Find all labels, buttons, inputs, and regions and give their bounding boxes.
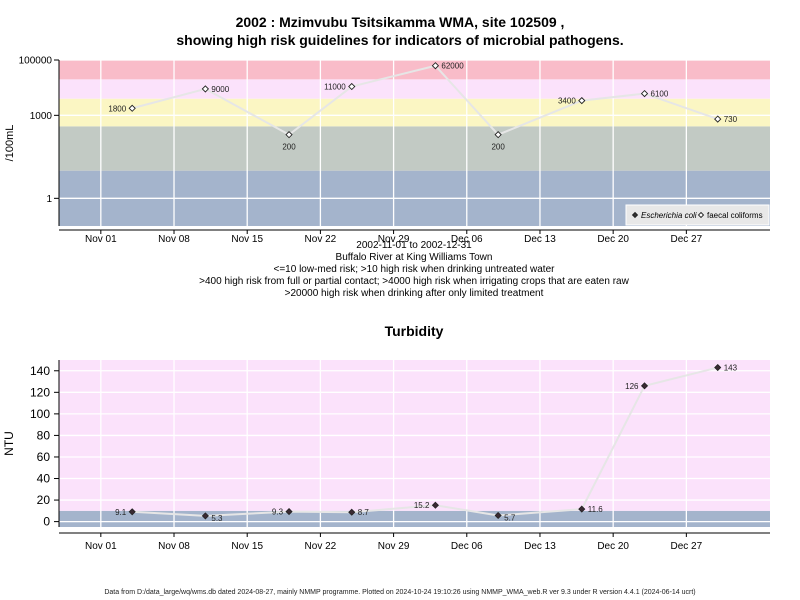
data-point-0	[128, 104, 136, 112]
x-tick-label-3: Nov 22	[305, 541, 337, 552]
y-axis-label: /100mL	[4, 125, 16, 162]
data-label-0: 9.1	[115, 508, 127, 517]
y-tick-label-1: 20	[37, 493, 51, 507]
caption-guideline-2: >400 high risk from full or partial cont…	[199, 276, 629, 287]
data-point-6	[578, 505, 586, 513]
y-tick-label-1: 1000	[30, 111, 53, 122]
data-label-5: 5.7	[504, 513, 516, 522]
y-tick-label-0: 1	[46, 194, 52, 205]
y-axis-label: NTU	[2, 431, 16, 456]
data-label-1: 9000	[211, 85, 229, 94]
x-tick-label-2: Nov 15	[231, 234, 263, 245]
y-tick-label-6: 120	[30, 385, 50, 399]
x-tick-label-8: Dec 27	[671, 541, 703, 552]
footer-note: Data from D:/data_large/wq/wms.db dated …	[104, 589, 696, 596]
data-point-7	[640, 89, 649, 98]
data-label-6: 3400	[558, 97, 576, 106]
data-point-6	[578, 96, 586, 105]
x-tick-label-0: Nov 01	[85, 541, 117, 552]
legend-label-e-coli: Escherichia coli	[641, 211, 697, 220]
data-label-8: 730	[724, 115, 738, 124]
risk-band-1	[59, 126, 770, 171]
chart-title-line2: showing high risk guidelines for indicat…	[176, 32, 624, 48]
data-label-4: 62000	[441, 62, 464, 71]
data-point-3	[348, 508, 356, 516]
data-point-5	[494, 511, 502, 520]
chart-title-line1: 2002 : Mzimvubu Tsitsikamma WMA, site 10…	[235, 14, 565, 30]
data-point-2	[285, 508, 293, 516]
y-tick-label-2: 100000	[19, 56, 53, 67]
data-label-5: 200	[491, 143, 505, 152]
turbidity-title: Turbidity	[384, 323, 444, 339]
data-point-8	[714, 363, 722, 372]
data-label-6: 11.6	[588, 505, 604, 514]
data-point-7	[640, 382, 649, 390]
data-point-4	[431, 62, 440, 70]
x-tick-label-7: Dec 20	[597, 234, 629, 245]
x-tick-label-8: Dec 27	[671, 234, 703, 245]
data-point-1	[201, 85, 210, 93]
data-point-2	[285, 131, 293, 139]
data-label-4: 15.2	[414, 501, 430, 510]
risk-band-4	[59, 60, 770, 80]
y-tick-label-4: 80	[37, 428, 51, 442]
data-label-2: 200	[282, 143, 296, 152]
x-tick-label-1: Nov 08	[158, 234, 190, 245]
turbidity-plot: 0 20 40 60 80 100 120 140 Nov 01 Nov 08 Nov 15 Nov …	[2, 360, 770, 552]
x-tick-label-7: Dec 20	[597, 541, 629, 552]
y-tick-label-2: 40	[37, 472, 51, 486]
legend-marker-e-coli	[631, 211, 639, 219]
data-point-4	[431, 501, 439, 509]
x-tick-label-6: Dec 13	[524, 234, 556, 245]
risk-band-3	[59, 79, 770, 99]
x-tick-label-0: Nov 01	[85, 234, 117, 245]
data-point-8	[714, 115, 722, 123]
x-tick-label-4: Nov 29	[378, 541, 410, 552]
caption-site-name: Buffalo River at King Williams Town	[335, 252, 493, 263]
data-label-3: 11000	[324, 83, 346, 92]
x-tick-label-2: Nov 15	[231, 541, 263, 552]
x-tick-label-3: Nov 22	[305, 234, 337, 245]
data-point-3	[348, 82, 356, 91]
data-label-7: 6100	[651, 90, 669, 99]
risk-band-2	[59, 98, 770, 127]
data-label-0: 1800	[108, 104, 126, 113]
y-tick-label-5: 100	[30, 407, 50, 421]
data-label-7: 126	[625, 382, 639, 391]
legend-label-faecal-coliforms: faecal coliforms	[707, 211, 763, 220]
y-tick-label-7: 140	[30, 364, 50, 378]
y-tick-label-3: 60	[37, 450, 51, 464]
x-tick-label-1: Nov 08	[158, 541, 190, 552]
data-label-1: 5.3	[211, 514, 223, 523]
data-point-5	[494, 131, 502, 139]
caption-guideline-3: >20000 high risk when drinking after onl…	[284, 288, 544, 299]
caption-guideline-1: <=10 low-med risk; >10 high risk when dr…	[273, 264, 555, 275]
x-tick-label-6: Dec 13	[524, 541, 556, 552]
legend-marker-faecal-coliforms	[697, 211, 705, 219]
data-label-2: 9.3	[272, 508, 284, 517]
x-tick-label-4: Nov 29	[378, 234, 410, 245]
data-point-1	[201, 512, 209, 520]
caption-date-range: 2002-11-01 to 2002-12-31	[356, 240, 472, 251]
x-tick-label-5: Dec 06	[451, 541, 483, 552]
data-label-8: 143	[724, 364, 738, 373]
data-point-0	[128, 508, 136, 516]
data-label-3: 8.7	[358, 508, 370, 517]
legend-box	[625, 204, 770, 226]
x-tick-label-5: Dec 06	[451, 234, 483, 245]
y-tick-label-0: 0	[43, 515, 50, 529]
